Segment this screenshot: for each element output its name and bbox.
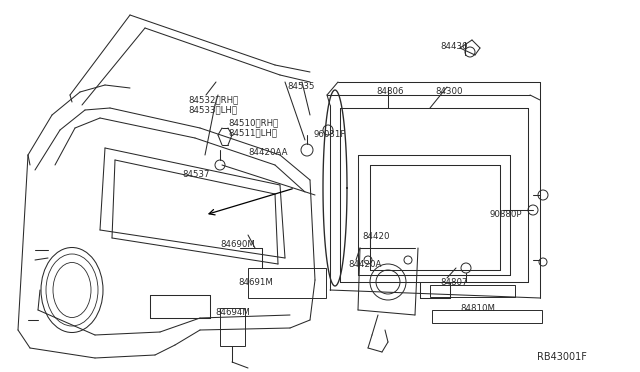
Text: 84510〈RH〉: 84510〈RH〉: [228, 118, 278, 127]
Bar: [430, 285, 515, 297]
Text: 84806: 84806: [376, 87, 403, 96]
Text: 84420: 84420: [362, 232, 390, 241]
Bar: [248, 268, 326, 298]
Text: 84807: 84807: [440, 278, 467, 287]
Text: 84300: 84300: [435, 87, 463, 96]
Text: 84537: 84537: [182, 170, 209, 179]
Text: 84810M: 84810M: [460, 304, 495, 313]
Text: 84533〈LH〉: 84533〈LH〉: [188, 105, 237, 114]
Bar: [220, 308, 245, 346]
Text: 84430: 84430: [440, 42, 467, 51]
Text: 84690M: 84690M: [220, 240, 255, 249]
Text: 84691M: 84691M: [238, 278, 273, 287]
Text: 96031F: 96031F: [314, 130, 346, 139]
Text: 90880P: 90880P: [490, 210, 522, 219]
Text: 84532〈RH〉: 84532〈RH〉: [188, 95, 238, 104]
Text: RB43001F: RB43001F: [537, 352, 587, 362]
Text: 84420AA: 84420AA: [248, 148, 287, 157]
Text: 84511〈LH〉: 84511〈LH〉: [228, 128, 277, 137]
Text: 84694M: 84694M: [215, 308, 250, 317]
Text: 84535: 84535: [287, 82, 314, 91]
Text: 84420A: 84420A: [348, 260, 381, 269]
Bar: [432, 310, 542, 323]
